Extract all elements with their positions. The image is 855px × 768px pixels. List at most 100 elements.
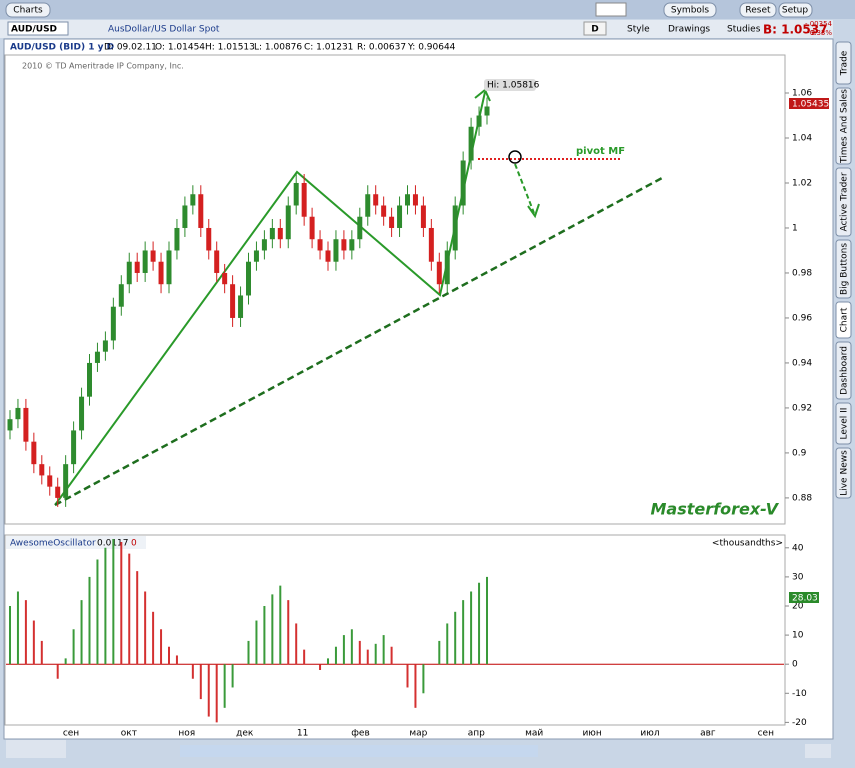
candle-body <box>47 475 53 487</box>
candle-body <box>269 227 275 240</box>
candle-body <box>118 284 124 307</box>
info-value: L: 1.00876 <box>254 43 302 53</box>
y-tick-label: 1 <box>792 223 798 233</box>
period-button[interactable] <box>583 21 607 36</box>
candle-body <box>365 194 371 217</box>
candle-body <box>198 194 204 228</box>
candle-body <box>293 182 299 206</box>
info-value: O: 1.01454 <box>155 43 205 53</box>
copyright: 2010 © TD Ameritrade IP Company, Inc. <box>22 62 184 71</box>
side-tab-label: Times And Sales <box>840 89 850 164</box>
tool[interactable]: Style <box>627 25 650 35</box>
candle-body <box>460 160 466 206</box>
symbol-bar <box>0 20 833 38</box>
button-label: Reset <box>745 6 771 16</box>
candle-body <box>55 486 61 498</box>
candle-body <box>357 216 363 240</box>
x-tick-label: сен <box>63 729 79 739</box>
candle-body <box>214 250 220 273</box>
button-label: Symbols <box>671 6 710 16</box>
oscillator-panel <box>4 534 786 726</box>
side-tab[interactable] <box>835 402 852 445</box>
x-tick-label: окт <box>121 729 137 739</box>
candle-body <box>246 261 251 296</box>
side-tab-label: Chart <box>840 307 850 332</box>
hi-box <box>484 79 536 91</box>
side-tab-label: Trade <box>840 50 850 76</box>
candle-body <box>412 194 418 206</box>
watermark: Masterforex-V <box>650 500 779 519</box>
scrollbar-thumb[interactable] <box>180 745 538 757</box>
candle-body <box>373 194 379 206</box>
reset-button[interactable] <box>739 2 777 18</box>
candle-body <box>71 430 77 465</box>
y-tick-label: 30 <box>792 572 804 582</box>
candle-body <box>158 261 164 285</box>
info-value: R: 0.00637 <box>357 43 406 53</box>
candle-body <box>397 205 403 228</box>
candle-body <box>261 239 267 251</box>
y-tick-label: 0 <box>792 660 798 670</box>
x-tick-label: июл <box>640 729 659 739</box>
candle-body <box>190 194 196 206</box>
side-tab[interactable] <box>835 301 852 339</box>
zoom-controls[interactable] <box>6 740 66 758</box>
support-line <box>54 176 663 507</box>
description: AusDollar/US Dollar Spot <box>108 25 220 35</box>
candle-body <box>110 306 116 341</box>
side-tab[interactable] <box>835 239 852 299</box>
x-tick-label: май <box>525 729 543 739</box>
y-tick-label: 1.02 <box>792 178 812 188</box>
y-tick-label: 1.04 <box>792 134 812 144</box>
tool[interactable]: Studies <box>727 25 761 35</box>
y-tick-label: -20 <box>792 718 807 728</box>
osc-last-box <box>789 592 819 603</box>
candle-body <box>444 250 450 285</box>
candle-body <box>341 239 347 251</box>
symbol-input[interactable] <box>7 21 69 36</box>
candle-body <box>253 250 259 262</box>
candle-body <box>63 464 69 498</box>
y-tick-label: 0.94 <box>792 358 812 368</box>
arrow-head <box>527 203 540 219</box>
candle-body <box>23 407 29 442</box>
side-tab-label: Big Buttons <box>840 243 850 295</box>
last-price: 1.05435 <box>792 100 829 110</box>
candle-body <box>428 227 434 262</box>
candle-body <box>31 441 37 465</box>
x-tick-label: 11 <box>297 729 308 739</box>
candle-body <box>102 340 108 352</box>
y-tick-label: 0.88 <box>792 493 812 503</box>
button-label: Setup <box>782 6 808 16</box>
charts-tab[interactable] <box>5 2 51 18</box>
candle-body <box>230 284 236 318</box>
scroll-buttons[interactable] <box>805 744 831 758</box>
side-tab[interactable] <box>835 341 852 400</box>
candle-body <box>468 126 474 161</box>
candle-body <box>277 227 283 240</box>
y-tick-label: -10 <box>792 689 807 699</box>
x-tick-label: ноя <box>178 729 195 739</box>
candle-body <box>182 205 188 228</box>
candle-body <box>206 227 212 251</box>
side-tab-label: Active Trader <box>840 172 850 231</box>
y-tick-label: 0.98 <box>792 268 812 278</box>
side-tab[interactable] <box>835 447 852 499</box>
symbols-button[interactable] <box>663 2 717 18</box>
osc-reading: 0 <box>131 539 137 549</box>
side-tab[interactable] <box>835 167 852 237</box>
candle-body <box>15 407 21 420</box>
candle-body <box>39 464 45 476</box>
search-box[interactable] <box>595 2 627 17</box>
side-tab[interactable] <box>835 87 852 165</box>
tool[interactable]: Drawings <box>668 25 710 35</box>
y-tick-label: 0.92 <box>792 403 812 413</box>
setup-button[interactable] <box>778 2 813 18</box>
candle-body <box>436 261 442 285</box>
candle-body <box>484 106 490 116</box>
candle-body <box>134 261 140 273</box>
last-price-box <box>789 98 829 109</box>
y-tick-label: 40 <box>792 543 804 553</box>
side-tab[interactable] <box>835 41 852 85</box>
candle-body <box>301 182 307 217</box>
